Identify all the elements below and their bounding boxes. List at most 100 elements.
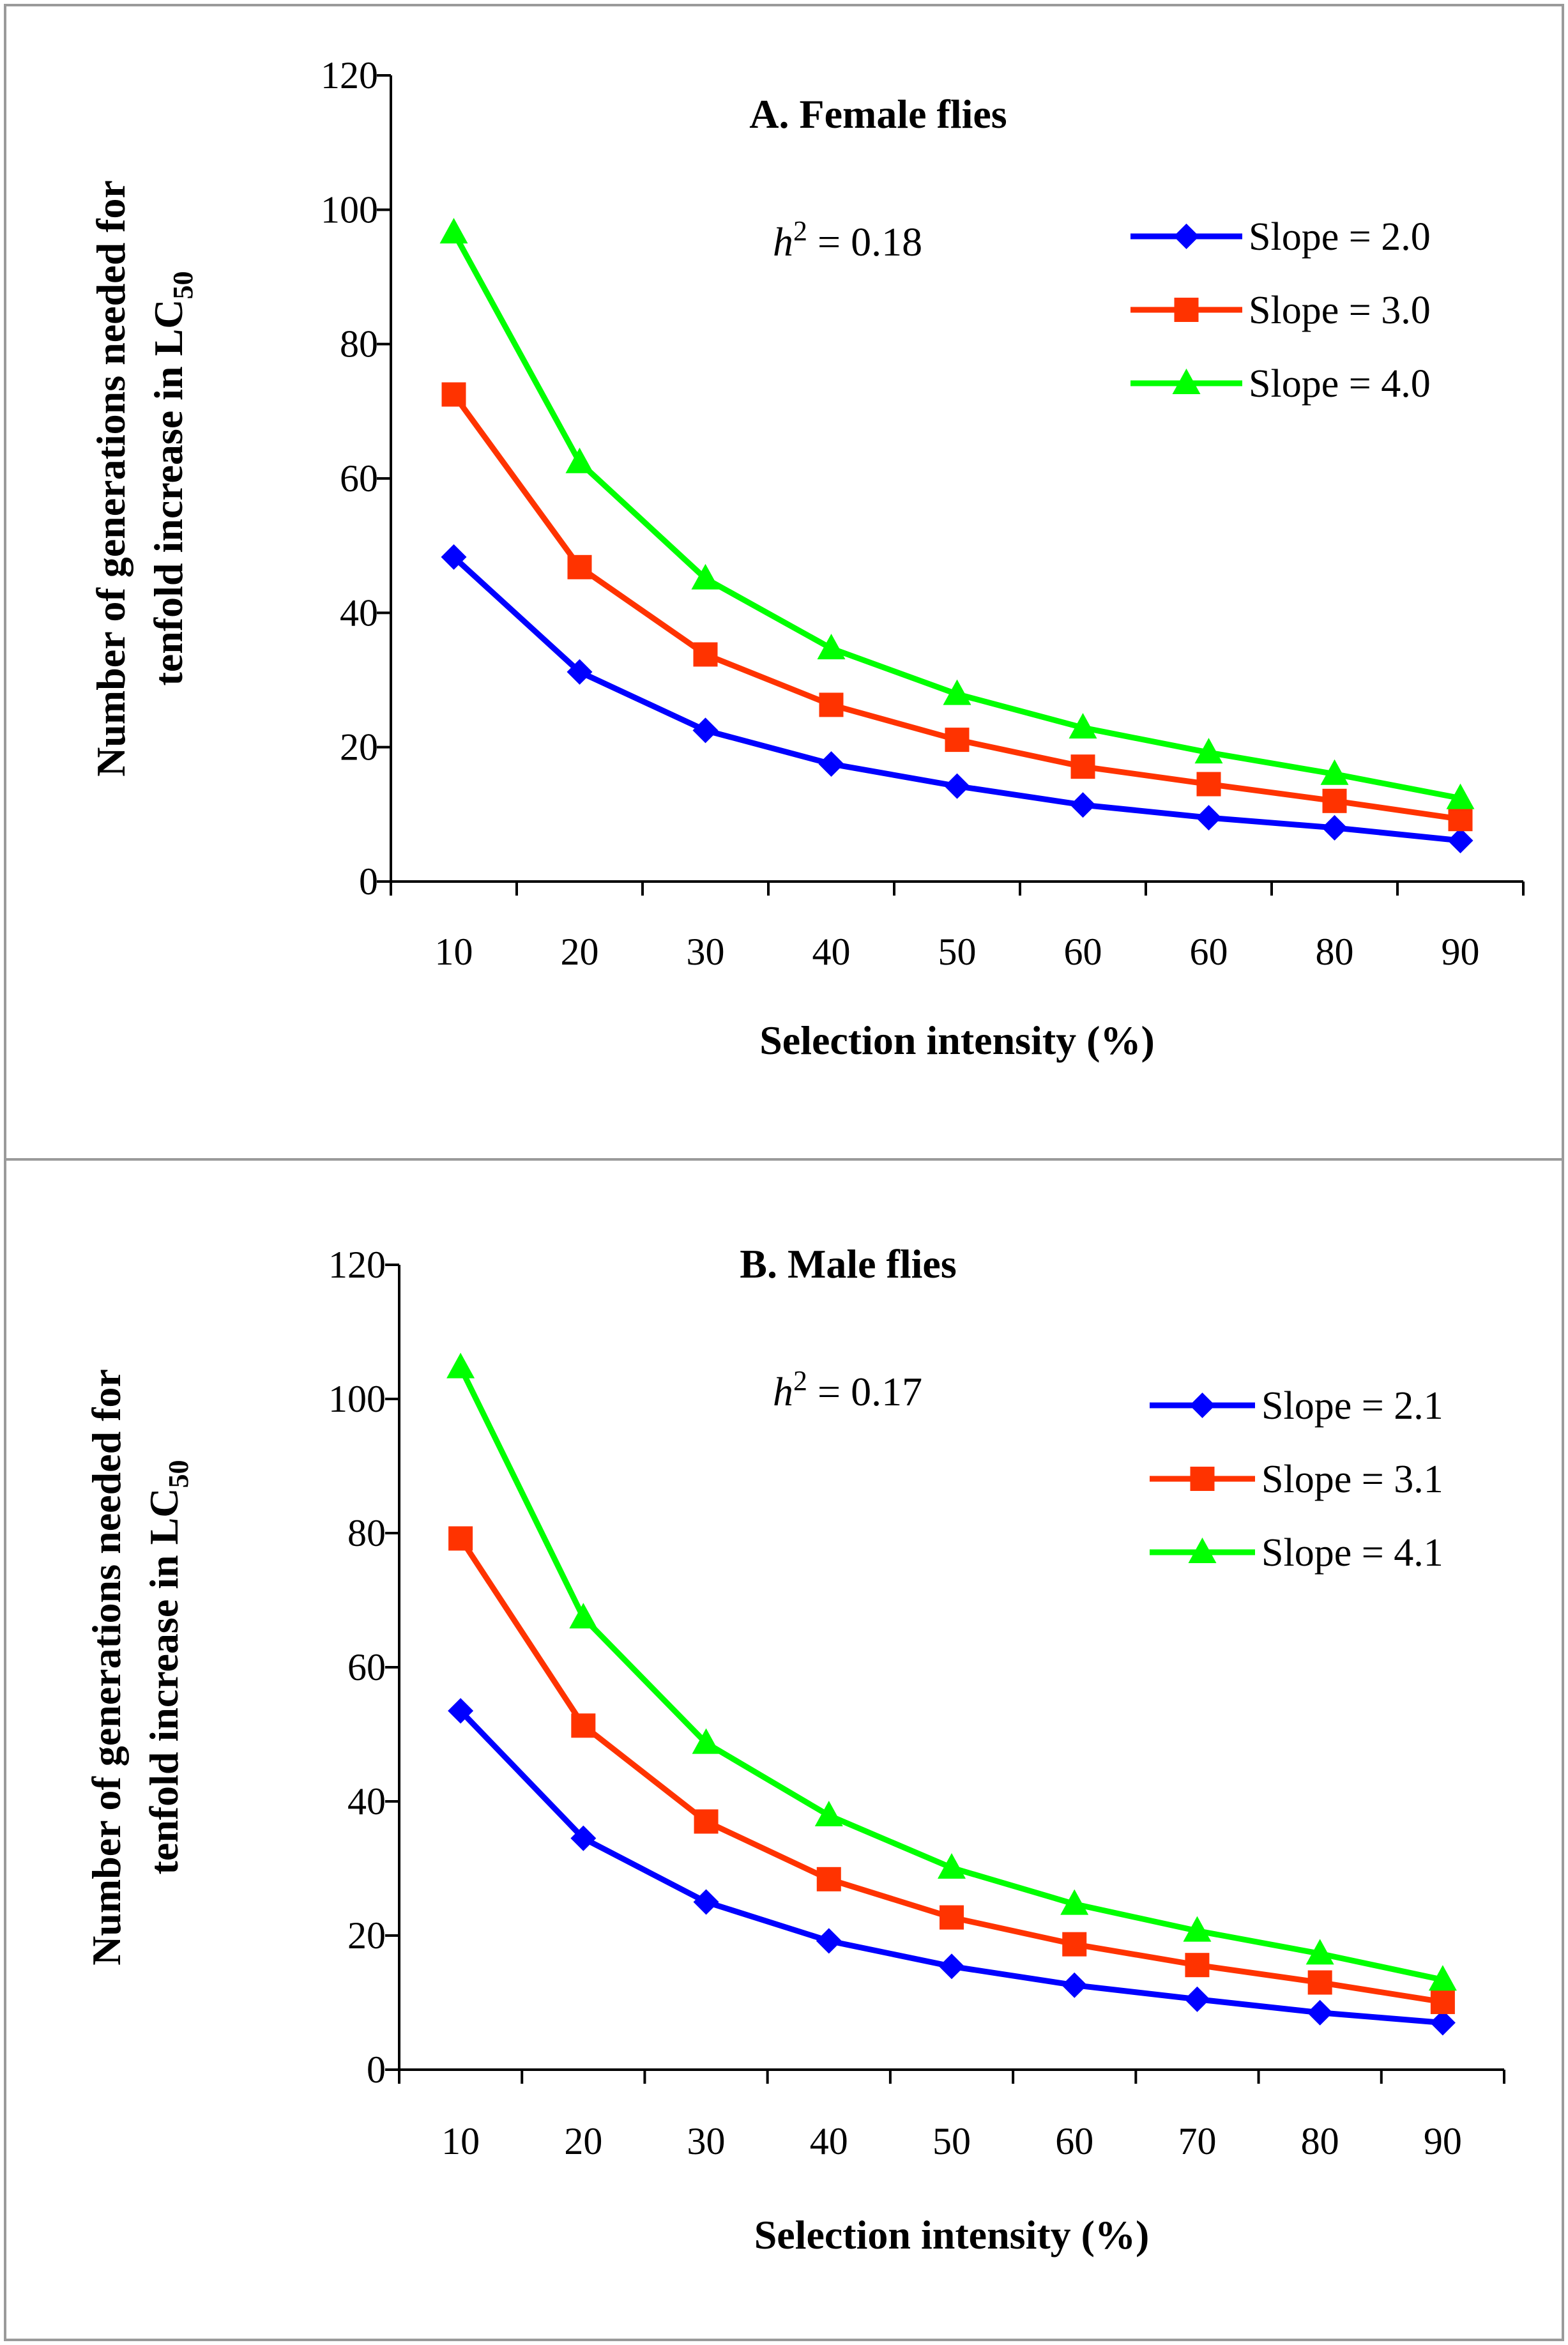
legend-label: Slope = 4.0 [1249,362,1431,406]
y-tick-label: 120 [321,54,378,96]
heritability-annotation: h2 = 0.18 [773,215,922,264]
data-point [1321,814,1348,841]
data-point [1322,788,1347,813]
data-point [1196,805,1222,831]
legend-marker [1190,1467,1215,1491]
data-point [1448,807,1473,832]
y-tick-label: 80 [340,323,378,365]
data-point [817,634,846,660]
data-point [1060,1889,1089,1915]
series-3 [446,1352,1457,1991]
x-tick-label: 50 [938,931,977,973]
legend-marker [1173,224,1199,249]
heritability-superscript: 2 [793,1365,807,1396]
legend-marker [1189,1393,1215,1418]
data-point [694,1809,719,1834]
data-point [1305,1939,1334,1965]
y-axis-title-line2: tenfold increase in LC50 [141,1460,194,1874]
data-point [945,728,970,752]
data-point [819,692,844,717]
data-point [1447,827,1473,853]
heritability-superscript: 2 [793,215,807,247]
data-point [567,554,592,579]
y-axis-title-line2: tenfold increase in LC50 [146,271,199,685]
legend-label: Slope = 2.1 [1261,1384,1443,1428]
series-1 [448,1698,1456,2036]
series-2 [448,1526,1455,2014]
data-point [1320,759,1349,785]
x-tick-label: 40 [810,2120,848,2162]
data-point [1196,772,1221,797]
chart-title: B. Male flies [740,1241,956,1287]
x-tick-label: 90 [1442,931,1480,973]
data-point [1070,792,1096,818]
data-point [1307,1970,1332,1995]
y-axis-title-line1: Number of generations needed for [84,1369,129,1966]
data-point [814,1801,843,1827]
data-point [691,563,720,590]
x-tick-label: 80 [1316,931,1354,973]
x-tick-label: 40 [812,931,851,973]
panel-b-male-flies: 0 20 40 60 80 100 120 10 20 30 40 50 60 70 80 90 Selecti… [84,1241,1505,2257]
data-point [944,773,970,799]
data-point [1307,1999,1333,2026]
x-tick-label: 20 [564,2120,602,2162]
data-point [448,1698,474,1724]
y-tick-label: 40 [340,592,378,634]
y-tick-label: 100 [321,188,378,231]
x-axis-title: Selection intensity (%) [759,1018,1155,1063]
data-point [446,1352,475,1379]
x-tick-label: 10 [441,2120,480,2162]
x-tick-label: 90 [1424,2120,1462,2162]
data-point [693,642,718,667]
heritability-annotation: h2 = 0.17 [773,1365,922,1414]
figure-frame [4,4,1564,2341]
legend-entry: Slope = 2.1 [1150,1384,1443,1428]
y-tick-label: 80 [347,1512,386,1554]
y-tick-label: 40 [347,1780,386,1822]
legend-marker [1174,298,1199,322]
legend-entry: Slope = 4.0 [1130,362,1431,406]
data-point [938,1852,966,1879]
x-tick-label: 30 [687,2120,726,2162]
data-point [692,717,719,744]
x-tick-label: 30 [687,931,725,973]
legend-marker [1188,1538,1217,1563]
legend-label: Slope = 2.0 [1249,215,1431,259]
data-point [1184,1986,1210,2012]
data-point [1429,2010,1456,2036]
data-point [567,659,593,685]
heritability-value: = 0.17 [807,1369,922,1414]
data-point [1062,1932,1087,1957]
y-axis-title: Number of generations needed for tenfold … [88,180,199,777]
data-point [569,1603,598,1629]
data-point [1428,1965,1457,1991]
legend-label: Slope = 4.1 [1261,1531,1443,1575]
legend-entry: Slope = 2.0 [1130,215,1431,259]
data-point [816,1928,842,1954]
y-tick-label: 100 [328,1378,386,1420]
x-tick-label: 80 [1301,2120,1339,2162]
x-tick-label: 60 [1064,931,1102,973]
series-2 [441,382,1473,832]
data-point [1069,713,1097,739]
heritability-value: = 0.18 [807,219,922,264]
data-point [441,382,466,407]
data-point [570,1825,597,1851]
y-tick-label: 20 [347,1914,386,1957]
y-tick-label: 120 [328,1244,386,1286]
data-point [1430,1989,1455,2014]
heritability-symbol: h [773,219,793,264]
data-point [943,679,971,705]
x-axis-title: Selection intensity (%) [754,2212,1150,2257]
data-point [1194,738,1223,764]
y-axis-title-main: tenfold increase in LC [146,299,191,685]
x-tick-label: 60 [1190,931,1228,973]
legend-entry: Slope = 3.1 [1150,1458,1443,1501]
x-tick-label: 20 [561,931,599,973]
data-point [940,1905,964,1930]
data-point [441,544,467,570]
y-axis-title: Number of generations needed for tenfold … [84,1369,194,1966]
y-tick-label: 60 [347,1646,386,1688]
